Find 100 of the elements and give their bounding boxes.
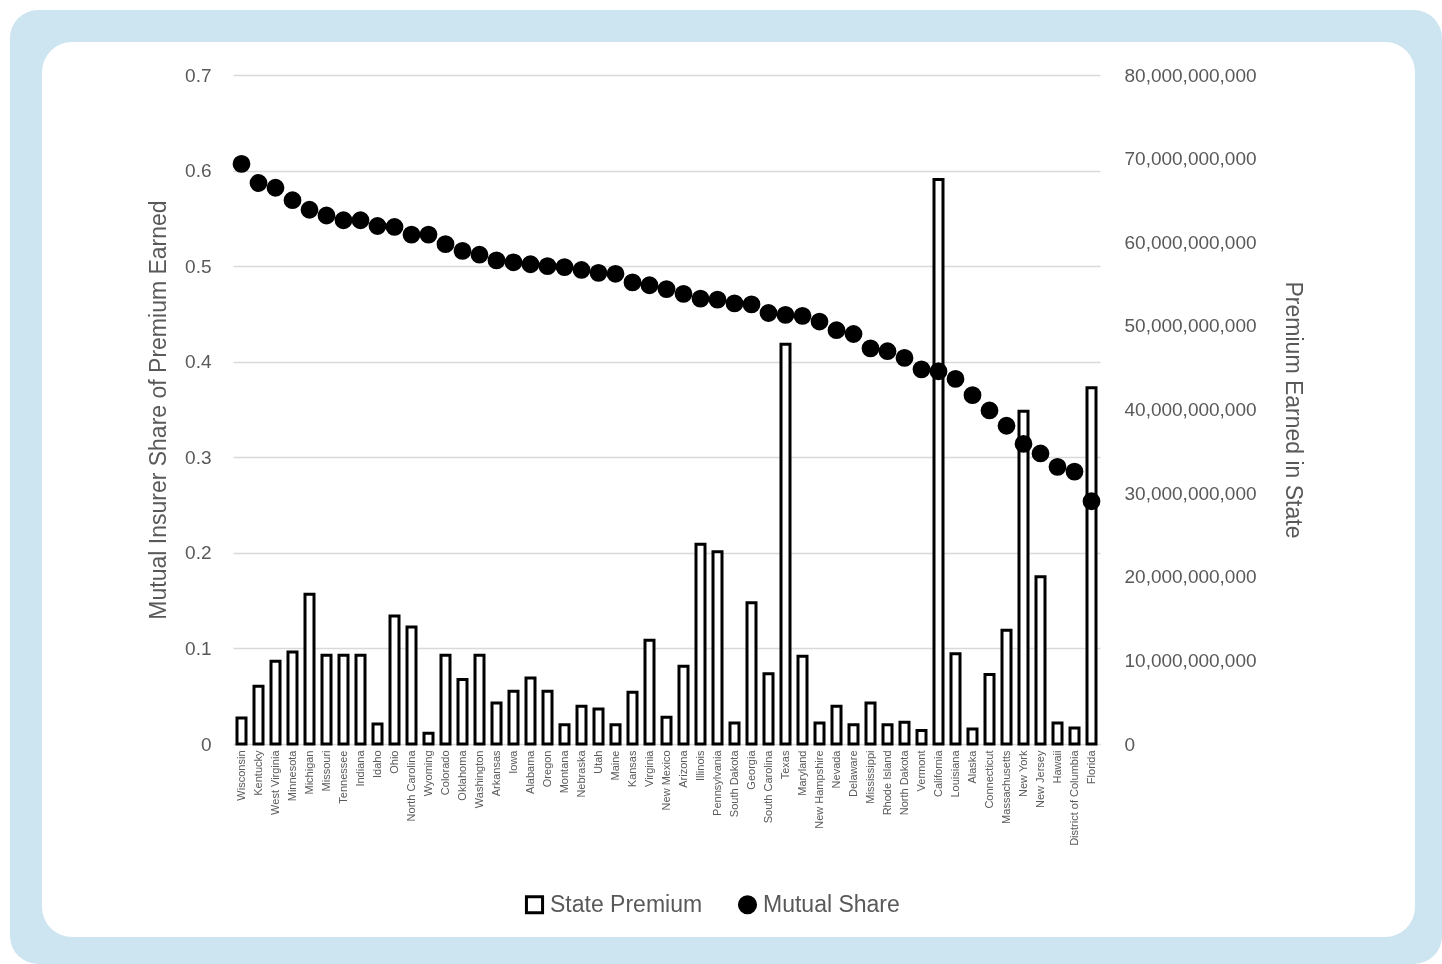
y-tick-label: 0.7 [185, 64, 212, 86]
y2-tick-label: 40,000,000,000 [1124, 399, 1257, 420]
point [1014, 435, 1033, 453]
y2-axis-title: Premium Earned in State [1280, 281, 1307, 539]
bar [796, 654, 809, 746]
bar [320, 653, 333, 746]
x-tick-label: South Carolina [761, 749, 774, 824]
point [487, 251, 506, 270]
bar [337, 653, 350, 746]
bar [439, 653, 452, 746]
y2-tick-label: 80,000,000,000 [1124, 64, 1257, 86]
bar [660, 715, 673, 746]
point [929, 362, 948, 381]
point [368, 217, 387, 235]
bar [235, 716, 248, 746]
x-tick-label: New Jersey [1033, 750, 1046, 808]
point [708, 290, 727, 309]
bar [541, 689, 554, 746]
bar [371, 722, 384, 746]
x-tick-label: New Hampshire [812, 750, 825, 829]
x-tick-label: Florida [1084, 749, 1097, 785]
x-tick-label: California [931, 749, 944, 797]
y-tick-label: 0.4 [185, 351, 212, 373]
y-axis-title: Mutual Insurer Share of Premium Earned [145, 200, 172, 620]
x-tick-label: Texas [778, 750, 791, 780]
point [351, 211, 370, 230]
point [1065, 462, 1084, 481]
y2-tick-label: 70,000,000,000 [1124, 148, 1257, 170]
x-tick-label: Colorado [438, 750, 451, 796]
bar [1068, 726, 1081, 746]
x-tick-label: Tennessee [336, 750, 349, 804]
x-tick-label: Alaska [965, 749, 978, 784]
bar [303, 592, 316, 746]
point [317, 206, 336, 225]
x-tick-label: Vermont [914, 750, 927, 792]
point [436, 235, 455, 254]
x-tick-label: Alabama [523, 749, 536, 794]
x-tick-label: Georgia [744, 749, 757, 790]
bar [490, 701, 503, 746]
x-tick-label: Ohio [387, 750, 400, 774]
x-tick-label: Illinois [693, 750, 706, 782]
point [674, 284, 693, 303]
bar [847, 723, 860, 746]
x-tick-label: New Mexico [659, 750, 672, 811]
x-tick-label: Connecticut [982, 750, 995, 809]
x-tick-label: Massachusetts [999, 750, 1012, 824]
bar [575, 704, 588, 746]
x-tick-label: Wisconsin [234, 750, 247, 801]
point [402, 225, 421, 244]
point [640, 276, 659, 295]
point [555, 258, 574, 276]
bar [762, 672, 775, 746]
bar [779, 342, 792, 746]
bar [898, 720, 911, 746]
y-tick-label: 0.3 [185, 446, 212, 468]
bar [269, 659, 282, 746]
point [623, 273, 642, 292]
bar [932, 178, 945, 746]
bar [830, 704, 843, 746]
bar [609, 723, 622, 746]
point [946, 370, 965, 388]
bar [1000, 628, 1013, 746]
x-tick-label: Missouri [319, 750, 332, 792]
x-tick-label: Rhode Island [880, 750, 893, 816]
x-tick-label: Minnesota [285, 749, 298, 802]
x-tick-label: Montana [557, 749, 570, 794]
point [844, 325, 863, 343]
legend-label: State Premium [550, 890, 703, 917]
bar [949, 652, 962, 746]
x-tick-label: Oklahoma [455, 749, 468, 801]
point [266, 178, 285, 197]
point [538, 257, 557, 276]
bar [1034, 575, 1047, 746]
bar [745, 601, 758, 746]
bar [864, 701, 877, 746]
point [606, 264, 625, 283]
point [453, 241, 472, 260]
point [793, 306, 812, 325]
point [725, 294, 744, 313]
bar [881, 723, 894, 746]
x-tick-label: Oregon [540, 750, 553, 788]
x-tick-label: Nevada [829, 749, 842, 789]
x-tick-label: Indiana [353, 749, 366, 787]
y-tick-label: 0.5 [185, 255, 212, 277]
bar [473, 653, 486, 746]
point [963, 386, 982, 405]
point [1031, 444, 1050, 463]
point [895, 349, 914, 367]
bar [592, 707, 605, 746]
bar [558, 723, 571, 746]
x-tick-label: New York [1016, 750, 1029, 797]
bar [813, 721, 826, 746]
point [657, 280, 676, 298]
y-tick-label: 0.1 [185, 637, 212, 659]
y2-tick-label: 30,000,000,000 [1124, 482, 1257, 504]
x-tick-label: Iowa [506, 749, 519, 774]
x-tick-label: South Dakota [727, 749, 740, 818]
x-tick-label: Maryland [795, 750, 808, 796]
bar [1017, 409, 1030, 746]
point [232, 154, 251, 173]
